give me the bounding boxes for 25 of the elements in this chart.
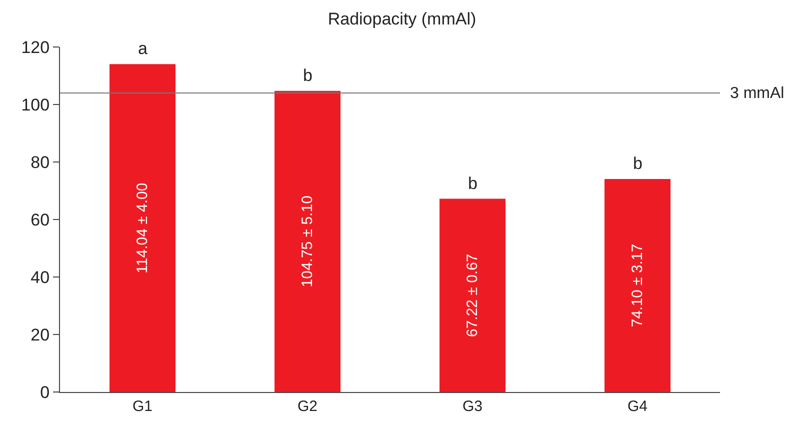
y-tick-label: 100 — [21, 95, 50, 114]
x-tick-label: G4 — [627, 398, 648, 415]
bar — [440, 198, 506, 392]
bar — [274, 90, 340, 392]
data-label: 114.04 ± 4.00 — [134, 182, 151, 274]
chart-title: Radiopacity (mmAl) — [328, 10, 476, 29]
data-label: 74.10 ± 3.17 — [629, 244, 646, 328]
y-tick-label: 0 — [40, 382, 50, 402]
y-tick-label: 60 — [30, 210, 50, 230]
y-tick-label: 40 — [30, 268, 50, 287]
data-label: 104.75 ± 5.10 — [299, 196, 316, 288]
bar — [604, 178, 670, 392]
annotation: a — [138, 39, 148, 58]
y-tick-label: 80 — [30, 152, 50, 172]
data-label: 67.22 ± 0.67 — [464, 254, 481, 338]
annotation: b — [468, 174, 478, 193]
y-tick-label: 120 — [21, 38, 50, 57]
x-tick-label: G2 — [297, 398, 318, 415]
x-tick-label: G3 — [462, 398, 483, 415]
annotation: b — [303, 66, 312, 85]
bar — [110, 64, 176, 392]
ref-line-label: 3 mmAl — [730, 85, 784, 102]
x-tick-label: G1 — [132, 398, 153, 415]
annotation: b — [633, 154, 642, 173]
y-tick-label: 20 — [30, 325, 50, 344]
